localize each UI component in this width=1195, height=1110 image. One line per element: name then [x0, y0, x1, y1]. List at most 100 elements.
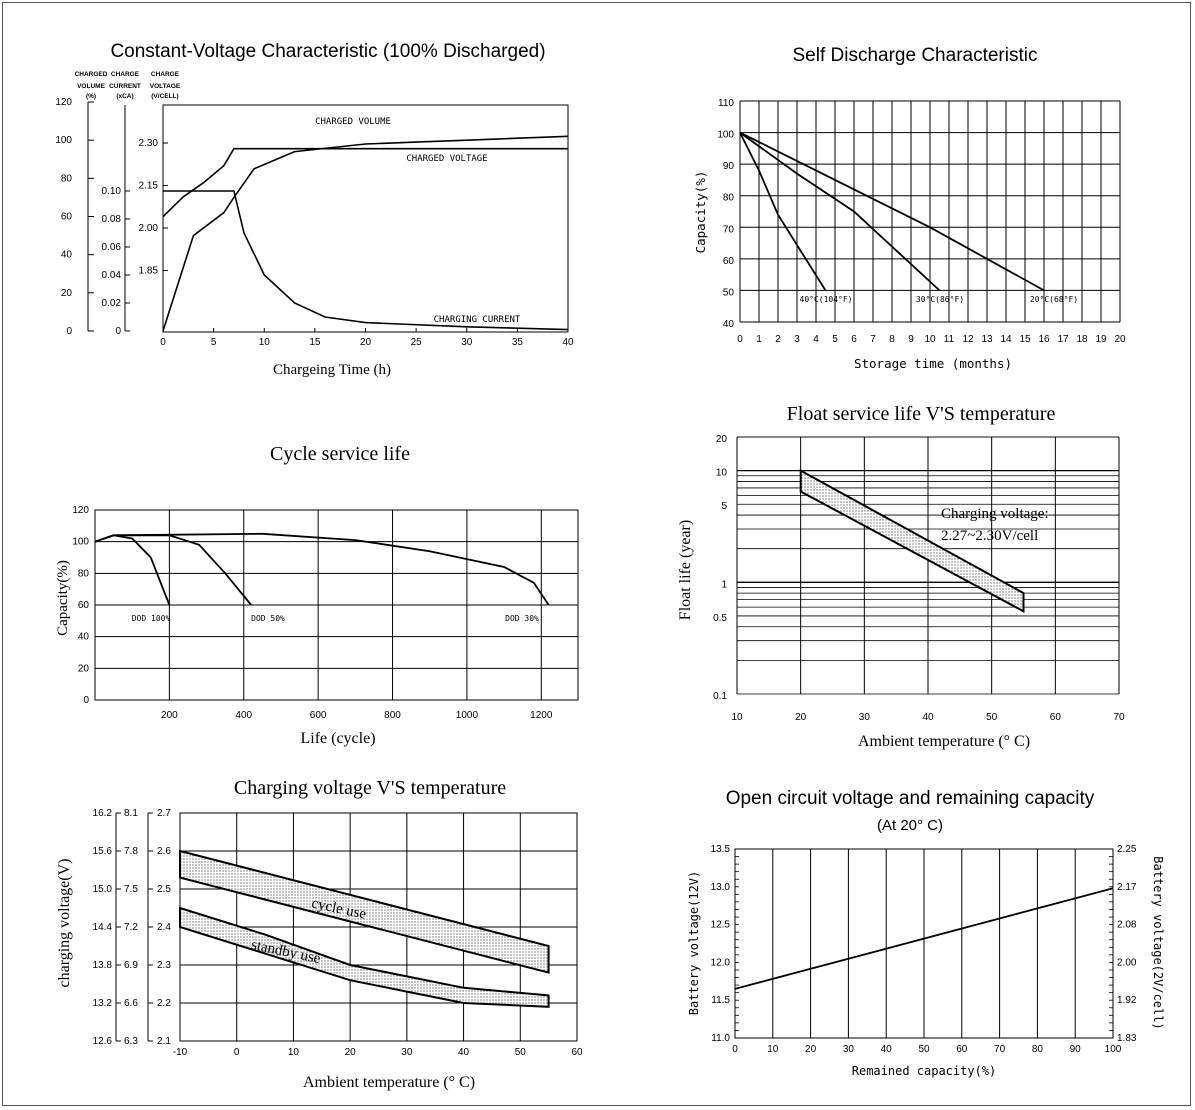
ocv-x-label: Remained capacity(%) — [852, 1064, 997, 1078]
float-x-tick-label: 10 — [731, 712, 743, 723]
float-x-tick-label: 50 — [986, 712, 998, 723]
sd-x-tick-label: 2 — [775, 334, 781, 345]
sd-y-tick-label: 100 — [717, 130, 734, 141]
voltage-tick-label: 1.85 — [139, 266, 159, 277]
current-tick-label: 0.08 — [102, 214, 122, 225]
ocv-y-tick-label: 12.0 — [711, 957, 731, 968]
chart-title: Constant-Voltage Characteristic (100% Di… — [110, 41, 545, 62]
chgv-12v-tick-label: 14.4 — [93, 922, 113, 933]
sd-y-tick-label: 110 — [718, 98, 734, 109]
chgv-6v-tick-label: 8.1 — [124, 808, 138, 819]
sd-x-tick-label: 17 — [1057, 334, 1069, 345]
volume-tick-label: 0 — [66, 326, 72, 337]
volume-tick-label: 80 — [61, 173, 73, 184]
current-tick-label: 0 — [115, 326, 121, 337]
sd-x-tick-label: 1 — [756, 334, 762, 345]
sd-x-tick-label: 12 — [962, 334, 974, 345]
chgv-x-tick-label: 60 — [571, 1047, 583, 1058]
cycle-y-tick-label: 80 — [78, 568, 90, 579]
cv-x-tick-label: 15 — [309, 337, 321, 348]
chgv-2v-tick-label: 2.4 — [157, 922, 171, 933]
ocv-y-tick-label: 12.5 — [711, 920, 731, 931]
chgv-6v-tick-label: 6.9 — [124, 960, 138, 971]
cycle-series — [94, 534, 252, 606]
volume-tick-label: 20 — [61, 288, 73, 299]
float-annotation: Charging voltage: — [941, 506, 1049, 522]
cycle-x-tick-label: 600 — [310, 710, 327, 721]
sd-y-tick-label: 40 — [723, 319, 735, 330]
chgv-12v-tick-label: 15.0 — [93, 884, 113, 895]
sd-x-tick-label: 6 — [851, 334, 857, 345]
cycle-x-tick-label: 400 — [235, 710, 252, 721]
sd-series-label: 40°C(104°F) — [800, 295, 853, 304]
cycle-y-label: Capacity(%) — [55, 560, 71, 636]
float-band — [799, 468, 1025, 613]
cv-x-tick-label: 40 — [562, 337, 574, 348]
chgv-band — [179, 906, 550, 1008]
cycle-series — [94, 532, 550, 606]
cycle-y-tick-label: 120 — [72, 505, 89, 516]
volume-tick-label: 40 — [61, 250, 73, 261]
ocv-y-right-tick-label: 2.25 — [1117, 844, 1137, 855]
current-tick-label: 0.06 — [102, 242, 122, 253]
sd-x-tick-label: 13 — [981, 334, 993, 345]
cycle-y-tick-label: 100 — [72, 537, 89, 548]
float-y-tick-label: 0.1 — [713, 691, 727, 702]
sd-x-tick-label: 11 — [944, 334, 955, 345]
volume-tick-label: 100 — [55, 135, 72, 146]
ocv-x-tick-label: 100 — [1105, 1044, 1122, 1055]
ocv-x-tick-label: 10 — [767, 1044, 779, 1055]
current-tick-label: 0.04 — [102, 270, 122, 281]
cycle-x-tick-label: 1200 — [530, 710, 553, 721]
label-charging-current: CHARGING CURRENT — [434, 315, 521, 325]
axis-header-line: CHARGE — [151, 71, 180, 78]
chgv-2v-tick-label: 2.7 — [157, 808, 171, 819]
ocv-y-right-tick-label: 2.17 — [1117, 882, 1137, 893]
sd-x-tick-label: 9 — [908, 334, 914, 345]
cycle-y-tick-label: 40 — [78, 632, 90, 643]
volume-tick-label: 60 — [61, 212, 73, 223]
ocv-series — [734, 887, 1114, 990]
chgv-x-label: Ambient temperature (° C) — [303, 1074, 475, 1091]
cv-x-tick-label: 10 — [259, 337, 271, 348]
float-y-tick-label: 5 — [721, 501, 727, 512]
chgv-2v-tick-label: 2.2 — [157, 998, 171, 1009]
chgv-x-tick-label: -10 — [173, 1047, 188, 1058]
sd-y-tick-label: 70 — [723, 224, 735, 235]
chgv-12v-tick-label: 13.2 — [93, 998, 113, 1009]
cv-x-label: Chargeing Time (h) — [273, 362, 391, 378]
cv-x-tick-label: 5 — [211, 337, 217, 348]
axis-header-line: VOLUME — [77, 83, 105, 90]
float-y-tick-label: 0.5 — [713, 613, 727, 624]
cycle-x-tick-label: 800 — [384, 710, 401, 721]
ocv-x-tick-label: 30 — [843, 1044, 855, 1055]
ocv-y-right-label: Battery voltage(2V/cell) — [1151, 856, 1165, 1029]
chgv-x-tick-label: 30 — [401, 1047, 413, 1058]
cv-x-tick-label: 35 — [512, 337, 524, 348]
cycle-y-tick-label: 20 — [78, 663, 90, 674]
chgv-x-tick-label: 40 — [458, 1047, 470, 1058]
current-tick-label: 0.10 — [102, 186, 122, 197]
ocv-x-tick-label: 50 — [918, 1044, 930, 1055]
sd-series — [739, 131, 941, 292]
cycle-label: DOD 30% — [505, 614, 539, 623]
float-x-tick-label: 30 — [859, 712, 871, 723]
voltage-tick-label: 2.15 — [139, 181, 159, 192]
axis-header-line: VOLTAGE — [150, 83, 181, 90]
ocv-y-tick-label: 11.0 — [711, 1033, 730, 1044]
ocv-y-right-tick-label: 2.00 — [1117, 957, 1137, 968]
cv-x-tick-label: 25 — [411, 337, 423, 348]
sd-x-tick-label: 10 — [924, 334, 936, 345]
ocv-y-right-tick-label: 1.92 — [1117, 995, 1137, 1006]
sd-x-tick-label: 8 — [889, 334, 895, 345]
float-x-tick-label: 40 — [922, 712, 934, 723]
float-x-tick-label: 20 — [795, 712, 807, 723]
chgv-band — [179, 849, 550, 974]
sd-x-tick-label: 5 — [832, 334, 838, 345]
chgv-6v-tick-label: 7.5 — [124, 884, 138, 895]
cv-x-tick-label: 30 — [461, 337, 473, 348]
ocv-y-label: Battery voltage(12V) — [687, 871, 701, 1016]
sd-x-tick-label: 19 — [1095, 334, 1107, 345]
sd-series — [739, 131, 1045, 292]
sd-x-tick-label: 0 — [737, 334, 743, 345]
